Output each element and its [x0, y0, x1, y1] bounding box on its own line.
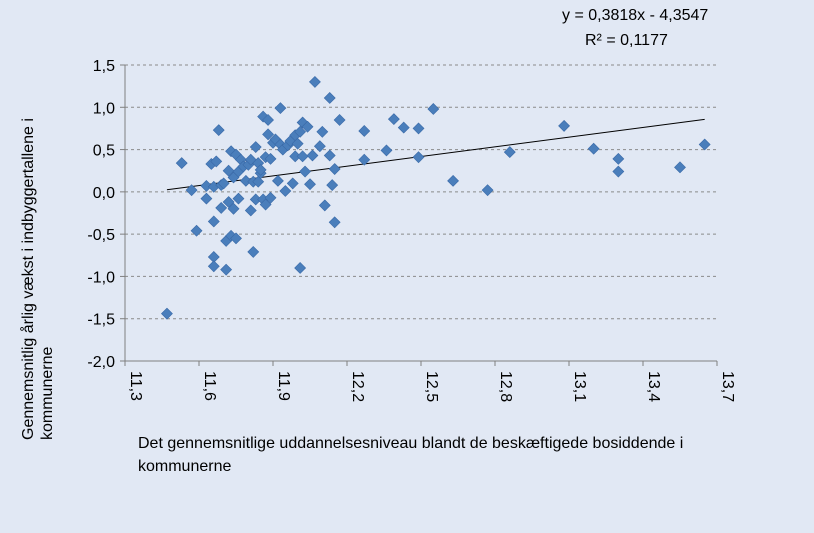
data-point: [301, 120, 314, 133]
data-point: [259, 198, 272, 211]
data-point: [698, 138, 711, 151]
data-point: [252, 175, 265, 188]
data-point: [296, 150, 309, 163]
data-point: [249, 141, 262, 153]
data-point: [264, 191, 277, 204]
data-point: [380, 144, 393, 157]
data-point: [333, 114, 346, 126]
data-point: [210, 155, 223, 168]
data-point: [222, 196, 235, 208]
data-point: [220, 263, 233, 276]
data-point: [412, 151, 425, 164]
data-point: [227, 202, 240, 215]
data-point: [200, 180, 213, 192]
data-point: [207, 215, 220, 228]
data-point: [358, 153, 371, 166]
data-point: [323, 92, 336, 104]
data-point: [190, 224, 203, 237]
x-tick-label: 12,8: [497, 371, 514, 402]
data-point: [612, 152, 625, 165]
data-point: [279, 185, 292, 197]
regression-equation: y = 0,3818x - 4,3547: [562, 7, 709, 24]
data-point: [286, 177, 299, 190]
x-tick-label: 12,5: [423, 371, 440, 402]
data-point: [316, 125, 329, 138]
data-point: [207, 260, 220, 273]
data-point: [447, 174, 459, 187]
data-point: [397, 121, 410, 134]
x-axis-label: Det gennemsnitlige uddannelsesniveau bla…: [138, 435, 684, 475]
y-tick-label: 0,0: [93, 185, 115, 202]
data-point: [254, 163, 267, 176]
data-point: [294, 262, 307, 274]
y-tick-label: 1,0: [93, 100, 115, 117]
r-squared-label: R² = 0,1177: [585, 32, 668, 49]
data-point: [232, 192, 245, 205]
data-point: [387, 113, 400, 126]
data-points: [161, 75, 711, 320]
data-point: [481, 184, 494, 197]
x-tick-label: 11,6: [201, 371, 218, 401]
y-axis-label: Gennemsnitlig årlig vækst i indbyggertal…: [20, 118, 56, 440]
y-tick-label: -2,0: [87, 354, 115, 371]
data-point: [503, 146, 516, 159]
x-tick-label: 13,7: [719, 371, 736, 402]
data-point: [212, 124, 225, 137]
data-point: [587, 142, 600, 155]
data-point: [313, 140, 326, 153]
data-point: [296, 116, 309, 129]
y-tick-label: 1,5: [93, 58, 115, 75]
data-point: [427, 103, 440, 115]
data-point: [326, 179, 339, 192]
data-point: [299, 165, 311, 178]
data-point: [222, 164, 235, 177]
data-point: [328, 163, 341, 175]
x-tick-label: 11,9: [275, 371, 292, 401]
x-tick-label: 11,3: [127, 371, 144, 401]
data-point: [306, 149, 319, 162]
data-point: [323, 149, 336, 162]
x-tick-label: 12,2: [349, 371, 366, 402]
x-tick-label: 13,1: [571, 371, 588, 402]
data-point: [175, 157, 188, 170]
data-point: [217, 177, 230, 190]
data-point: [262, 128, 274, 141]
y-tick-label: -1,0: [87, 269, 115, 286]
data-point: [272, 174, 284, 187]
data-point: [262, 114, 274, 126]
data-point: [200, 192, 213, 205]
data-point: [291, 137, 304, 150]
data-point: [294, 125, 307, 138]
axes: [120, 64, 718, 366]
data-point: [230, 232, 242, 245]
data-point: [612, 165, 625, 178]
x-tick-label: 13,4: [645, 371, 662, 402]
data-point: [358, 125, 371, 137]
data-point: [412, 122, 425, 135]
data-point: [215, 202, 228, 214]
data-point: [304, 178, 316, 191]
data-point: [247, 245, 260, 258]
data-point: [274, 102, 287, 115]
data-point: [318, 199, 331, 212]
data-point: [185, 184, 198, 197]
y-axis-label-container: Gennemsnitlig årlig vækst i indbyggertal…: [4, 40, 72, 440]
tick-labels: 1,5 1,0 0,5 0,0 -0,5 -1,0 -1,5 -2,0 11,3 11,6 11,9…: [87, 58, 736, 402]
data-point: [264, 152, 277, 165]
data-point: [558, 119, 570, 132]
data-point: [309, 75, 321, 88]
y-tick-label: -1,5: [87, 312, 115, 329]
data-point: [244, 204, 257, 217]
y-tick-label: 0,5: [93, 143, 115, 160]
y-tick-label: -0,5: [87, 227, 115, 244]
data-point: [239, 174, 252, 187]
data-point: [328, 216, 341, 229]
data-point: [674, 161, 686, 174]
gridlines: [125, 64, 717, 320]
data-point: [161, 307, 173, 320]
